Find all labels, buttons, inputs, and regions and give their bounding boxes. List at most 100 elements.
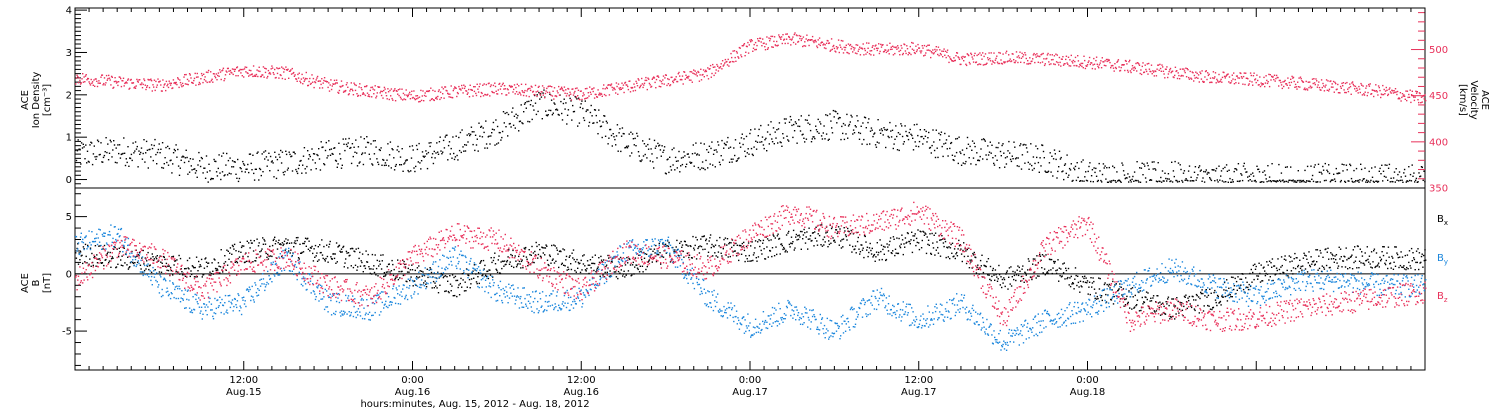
density-point (248, 171, 250, 174)
bx-point (693, 249, 696, 251)
density-point (1214, 180, 1216, 182)
density-point (978, 159, 981, 162)
density-point (75, 159, 78, 162)
velocity-point (1064, 63, 1066, 65)
velocity-point (1297, 86, 1300, 88)
velocity-point (537, 90, 539, 92)
bx-point (1008, 276, 1010, 278)
velocity-point (443, 97, 445, 99)
velocity-point (645, 76, 647, 79)
velocity-point (598, 94, 600, 96)
density-point (776, 129, 778, 131)
bx-point (792, 241, 794, 243)
density-point (574, 95, 576, 98)
velocity-point (275, 76, 277, 79)
velocity-point (172, 87, 174, 89)
velocity-point (525, 83, 527, 86)
density-point (1236, 180, 1239, 182)
density-point (800, 115, 802, 117)
velocity-point (807, 40, 809, 42)
bx-point (330, 256, 332, 258)
velocity-point (790, 44, 792, 46)
bx-point (267, 253, 269, 256)
velocity-point (338, 92, 340, 94)
velocity-point (176, 83, 178, 86)
density-point (998, 167, 1001, 169)
density-point (409, 145, 411, 148)
velocity-point (709, 68, 711, 70)
velocity-point (1087, 61, 1089, 64)
density-point (769, 133, 771, 136)
velocity-point (340, 80, 343, 82)
density-point (238, 177, 241, 180)
bx-point (880, 244, 883, 246)
velocity-point (1013, 59, 1015, 61)
density-point (231, 160, 234, 162)
velocity-point (173, 82, 175, 84)
density-point (1274, 180, 1276, 182)
density-point (1250, 173, 1252, 176)
density-point (344, 149, 346, 152)
bx-point (108, 261, 110, 264)
density-point (753, 146, 755, 148)
density-point (356, 165, 359, 167)
bx-point (944, 238, 946, 240)
bx-point (589, 264, 591, 266)
density-point (953, 159, 955, 162)
density-point (809, 123, 811, 126)
velocity-point (1022, 56, 1024, 58)
velocity-point (1230, 80, 1233, 82)
velocity-point (235, 75, 237, 77)
density-point (644, 153, 646, 156)
velocity-point (1377, 85, 1380, 87)
velocity-point (538, 85, 540, 88)
velocity-point (1114, 63, 1116, 65)
density-point (1368, 170, 1370, 173)
bx-point (205, 261, 208, 263)
bx-point (951, 242, 954, 244)
bx-point (323, 245, 325, 248)
velocity-point (287, 68, 289, 70)
velocity-point (715, 69, 717, 71)
velocity-point (1098, 67, 1100, 69)
density-point (1353, 169, 1355, 172)
velocity-point (1123, 64, 1125, 66)
velocity-point (1020, 61, 1022, 63)
density-point (80, 163, 82, 165)
density-point (1265, 178, 1267, 180)
density-point (296, 170, 298, 173)
density-point (841, 125, 843, 128)
density-point (1284, 166, 1287, 168)
ylabel-ion-density: Ion Density (31, 72, 42, 129)
density-point (1154, 168, 1156, 170)
velocity-point (435, 96, 438, 99)
bx-point (887, 246, 889, 248)
bx-point (451, 285, 453, 287)
bx-point (807, 238, 810, 240)
bx-point (127, 256, 129, 258)
velocity-point (858, 48, 860, 50)
density-point (484, 147, 486, 149)
velocity-point (368, 95, 371, 98)
density-point (203, 167, 205, 169)
velocity-point (570, 99, 573, 101)
velocity-point (253, 75, 255, 77)
velocity-point (925, 45, 928, 48)
density-point (828, 138, 830, 140)
velocity-point (1062, 64, 1065, 66)
bx-point (454, 275, 457, 278)
velocity-point (1039, 62, 1042, 64)
velocity-point (1132, 67, 1134, 69)
velocity-point (1155, 70, 1157, 73)
velocity-point (437, 90, 440, 93)
bx-point (634, 257, 637, 259)
density-point (897, 132, 900, 134)
bx-point (752, 259, 754, 262)
bx-point (565, 255, 568, 258)
bx-point (858, 248, 860, 250)
density-point (831, 132, 834, 134)
velocity-point (598, 92, 601, 94)
density-point (622, 132, 624, 135)
velocity-point (1298, 77, 1300, 79)
velocity-point (103, 77, 106, 79)
